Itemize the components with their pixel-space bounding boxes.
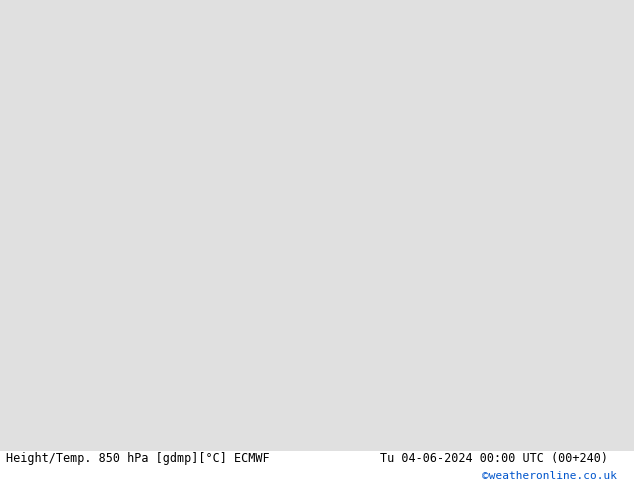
- Text: ©weatheronline.co.uk: ©weatheronline.co.uk: [482, 471, 617, 481]
- Text: Height/Temp. 850 hPa [gdmp][°C] ECMWF: Height/Temp. 850 hPa [gdmp][°C] ECMWF: [6, 452, 270, 465]
- Text: Tu 04-06-2024 00:00 UTC (00+240): Tu 04-06-2024 00:00 UTC (00+240): [380, 452, 609, 465]
